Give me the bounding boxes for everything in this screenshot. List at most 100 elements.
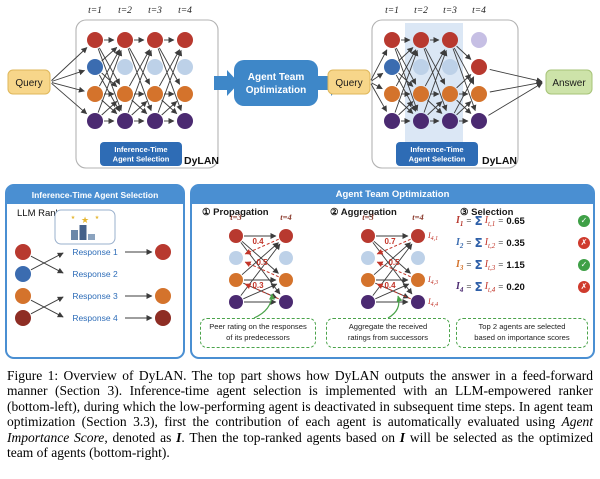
agent-node-orange — [361, 273, 375, 287]
edge-arrow — [244, 261, 279, 278]
edge-arrow — [128, 47, 151, 85]
rating-weight: 0.5 — [388, 258, 400, 267]
agent-node-orange — [279, 273, 293, 287]
llm-ranker-label: LLM Ranker — [17, 208, 69, 219]
edge-arrow — [98, 47, 121, 85]
time-label: t=2 — [118, 6, 132, 16]
agent-team-optimization-panel: Agent Team Optimization ① Propagation ② … — [190, 184, 595, 359]
time-label: t=3 — [148, 6, 162, 16]
caption-symbol: I — [176, 429, 182, 445]
score-value: 1.15 — [506, 259, 525, 271]
edge-arrow — [456, 45, 472, 60]
tspan-shape: 4,4 — [431, 301, 439, 308]
edge-arrow — [453, 76, 475, 114]
agent-node-purple — [229, 295, 243, 309]
agent-node-purple — [384, 113, 400, 129]
edge-arrow — [423, 48, 448, 112]
agent-node-red — [442, 32, 458, 48]
edge-arrow — [157, 49, 183, 113]
edge-arrow — [423, 49, 448, 113]
edge-arrow — [375, 283, 410, 300]
response-label: Response 2 — [72, 269, 118, 279]
left-network-frame — [75, 19, 219, 169]
time-label: t=4 — [472, 6, 486, 16]
equals-sign: = — [466, 282, 472, 292]
right-network: t=1 t=2 t=3 t=4 — [370, 6, 543, 129]
edge-arrow — [101, 47, 118, 62]
importance-symbol: I1 — [456, 214, 464, 228]
response-label: Response 1 — [72, 247, 118, 257]
edge-arrow — [97, 48, 123, 112]
edge-arrow — [127, 48, 153, 112]
tspan-shape: 4,3 — [431, 279, 439, 286]
callout-arrow — [387, 295, 403, 319]
edge-arrow — [128, 49, 151, 87]
edge-arrow — [127, 49, 153, 113]
edge-arrow — [51, 82, 88, 115]
importance-term-label: I4,1 — [427, 231, 438, 242]
edge-arrow — [395, 47, 417, 85]
agent-node-purple — [147, 113, 163, 129]
svg-text:★: ★ — [81, 215, 89, 225]
edge-arrow — [241, 242, 279, 276]
agent-node-faded — [413, 59, 429, 75]
time-label: t=4 — [412, 212, 423, 222]
query-box-left — [7, 69, 51, 95]
agent-node-red — [147, 32, 163, 48]
edge-arrow — [376, 283, 411, 300]
dylan-label-left: DyLAN — [184, 155, 219, 167]
edge-arrow — [161, 101, 178, 116]
edge-arrow — [30, 252, 64, 271]
edge-arrow — [30, 296, 64, 315]
selection-tag-left-line1: Inference-Time — [114, 145, 167, 154]
selection-tag-right-line1: Inference-Time — [410, 145, 463, 154]
agent-node-red — [279, 229, 293, 243]
agent-node-red — [229, 229, 243, 243]
importance-score-row-1: I1 = Σ It,1 = 0.65 ✓ — [456, 210, 590, 232]
edge-arrow — [243, 283, 278, 300]
term-symbol: It,1 — [484, 214, 496, 228]
agent-node-faded — [361, 251, 375, 265]
time-label: t=2 — [414, 6, 428, 16]
edge-arrow — [376, 261, 411, 278]
edge-arrow — [394, 48, 419, 112]
agent-node-red — [177, 32, 193, 48]
edge-arrow — [373, 240, 411, 274]
edge-arrow — [161, 99, 178, 114]
response-label: Response 4 — [72, 313, 118, 323]
caption-text: Figure 1: Overview of DyLAN. The top par… — [7, 368, 593, 430]
edge-arrow — [398, 99, 414, 114]
agent-node-red — [87, 32, 103, 48]
edge-arrow — [51, 69, 86, 82]
agent-node-purple — [413, 113, 429, 129]
edge-arrow — [398, 72, 414, 87]
edge-arrow — [427, 101, 443, 116]
edge-arrow — [158, 47, 181, 85]
importance-term-label: I4,3 — [427, 275, 438, 286]
query-box-right — [327, 69, 371, 95]
svg-text:★: ★ — [95, 215, 100, 221]
agent-node-purple — [117, 113, 133, 129]
equals-sign: = — [498, 260, 504, 270]
agent-node-orange — [471, 86, 487, 102]
agent-node-orange — [117, 86, 133, 102]
tspan-shape: 4,1 — [431, 235, 439, 242]
edge-arrow — [30, 299, 64, 318]
edge-arrow — [456, 101, 472, 116]
agent-node-orange — [442, 86, 458, 102]
agent-node-purple — [279, 295, 293, 309]
importance-score-row-3: I3 = Σ It,3 = 1.15 ✓ — [456, 254, 590, 276]
selection-title: ③ Selection — [460, 207, 514, 218]
agent-node-faded2 — [471, 32, 487, 48]
edge-arrow — [424, 47, 446, 85]
inference-time-selection-tag-left — [100, 142, 182, 166]
edge-arrow — [395, 49, 417, 87]
edge-arrow — [30, 255, 64, 274]
answer-label: Answer — [552, 78, 586, 89]
check-icon: ✓ — [578, 215, 590, 227]
agent-node-orange — [87, 86, 103, 102]
agent-node-blue — [15, 266, 31, 282]
propagation-title: ① Propagation — [202, 207, 269, 218]
edge-arrow — [101, 99, 118, 114]
equals-sign: = — [498, 216, 504, 226]
